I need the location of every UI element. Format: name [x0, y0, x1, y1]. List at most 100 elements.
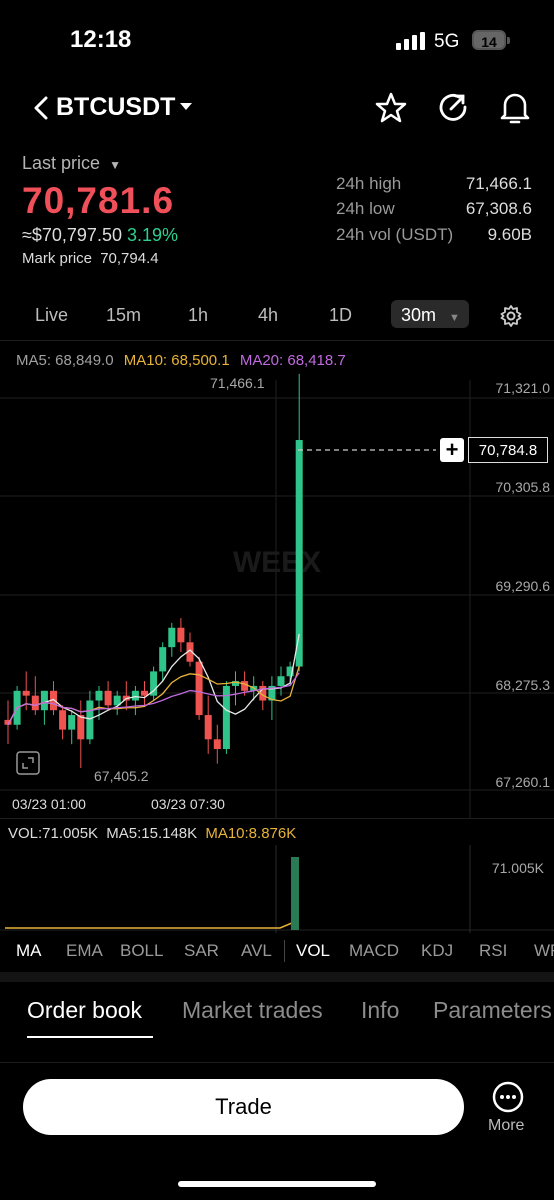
star-icon[interactable] — [374, 91, 408, 125]
candle-body — [77, 715, 85, 740]
battery-icon: 14 — [472, 30, 506, 50]
ma10-value: MA10: 68,500.1 — [123, 352, 230, 369]
gear-icon[interactable] — [499, 304, 523, 328]
vol-ma10: MA10:8.876K — [205, 825, 297, 842]
share-icon[interactable] — [437, 91, 469, 123]
stat-value-low: 67,308.6 — [465, 199, 532, 218]
candle-body — [4, 719, 12, 725]
mark-price: Mark price 70,794.4 — [22, 250, 159, 267]
candlestick-chart[interactable]: WEEX — [0, 340, 554, 820]
timeframe-live[interactable]: Live — [35, 305, 69, 325]
vol-ma5: MA5:15.148K — [106, 825, 198, 842]
ma-legend: MA5: 68,849.0 MA10: 68,500.1 MA20: 68,41… — [16, 352, 346, 369]
candle-body — [168, 627, 176, 648]
volume-axis-max: 71.005K — [491, 860, 544, 876]
candle-body — [286, 666, 294, 677]
indicator-ma[interactable]: MA — [16, 941, 42, 960]
y-tick-5: 67,260.1 — [495, 774, 551, 790]
y-tick-3: 69,290.6 — [495, 578, 551, 594]
mark-price-value: 70,794.4 — [100, 250, 159, 267]
change-percent: 3.19% — [126, 225, 179, 245]
fullscreen-icon[interactable] — [16, 751, 40, 775]
candle-body — [213, 739, 221, 750]
candle-body — [241, 681, 249, 691]
back-chevron-icon[interactable] — [33, 96, 49, 120]
dropdown-icon[interactable] — [180, 101, 192, 111]
candle-body — [113, 695, 121, 706]
battery-tip — [507, 37, 510, 44]
candle-body — [141, 690, 148, 696]
watermark-logo: WEEX — [233, 546, 321, 579]
more-label[interactable]: More — [488, 1117, 525, 1134]
indicator-wr[interactable]: WR — [534, 941, 554, 960]
candle-body — [40, 690, 48, 711]
ma20-line — [7, 672, 300, 726]
bell-icon[interactable] — [499, 90, 531, 124]
indicator-boll[interactable]: BOLL — [120, 941, 164, 960]
last-price-label[interactable]: Last price ▼ — [22, 153, 121, 174]
timeframe-15m[interactable]: 15m — [106, 305, 142, 325]
candle-body — [259, 685, 267, 701]
indicator-kdj[interactable]: KDJ — [421, 941, 454, 960]
indicator-vol[interactable]: VOL — [296, 941, 331, 960]
high-label: 71,466.1 — [210, 375, 265, 391]
more-icon[interactable] — [492, 1081, 524, 1113]
timeframe-4h[interactable]: 4h — [258, 305, 279, 325]
trade-button[interactable]: Trade — [23, 1079, 464, 1135]
section-separator — [0, 972, 554, 982]
ma20-value: MA20: 68,418.7 — [239, 352, 346, 369]
tab-parameters[interactable]: Parameters — [433, 997, 552, 1023]
timeframe-30m-selector[interactable]: 30m ▼ — [391, 300, 469, 328]
ma5-line — [7, 633, 300, 726]
indicator-divider — [284, 940, 285, 962]
candle-body — [222, 685, 230, 750]
candle-body — [150, 671, 158, 696]
mark-price-label: Mark price — [22, 250, 93, 267]
chevron-down-icon: ▼ — [109, 158, 121, 172]
indicator-sar[interactable]: SAR — [184, 941, 219, 960]
last-price-label-text: Last price — [22, 153, 101, 173]
divider — [0, 818, 554, 819]
stat-label-vol: 24h vol (USDT) — [336, 225, 454, 244]
indicator-rsi[interactable]: RSI — [479, 941, 508, 960]
candle-body — [232, 681, 239, 686]
divider — [0, 1062, 554, 1063]
status-time: 12:18 — [70, 26, 132, 53]
candle-body — [177, 627, 185, 643]
y-tick-2: 70,305.8 — [495, 479, 551, 495]
current-price-tag: 70,784.8 — [468, 437, 548, 463]
tab-info[interactable]: Info — [361, 997, 400, 1023]
candle-body — [31, 695, 39, 711]
candle-body — [195, 661, 203, 716]
usd-equivalent: ≈$70,797.50 3.19% — [22, 225, 178, 246]
candle-body — [95, 690, 103, 701]
y-tick-1: 71,321.0 — [495, 380, 551, 396]
candle-body — [104, 690, 112, 706]
network-type: 5G — [434, 31, 460, 52]
last-price-value: 70,781.6 — [22, 180, 175, 221]
timeframe-1d[interactable]: 1D — [329, 305, 353, 325]
tab-order-book[interactable]: Order book — [27, 997, 143, 1023]
candle-body — [22, 690, 30, 696]
divider — [0, 340, 554, 341]
add-order-button[interactable]: + — [440, 438, 464, 462]
tab-market-trades[interactable]: Market trades — [182, 997, 323, 1023]
pair-title[interactable]: BTCUSDT — [56, 93, 176, 121]
ma-lines — [7, 633, 300, 726]
stat-value-vol: 9.60B — [487, 225, 532, 244]
indicator-macd[interactable]: MACD — [349, 941, 400, 960]
candle-body — [159, 647, 167, 672]
candle-body — [204, 715, 212, 740]
timeframe-active-label: 30m — [401, 305, 437, 325]
stat-value-high: 71,466.1 — [465, 174, 532, 193]
timeframe-1h[interactable]: 1h — [188, 305, 209, 325]
usd-approx-value: ≈$70,797.50 — [22, 225, 122, 245]
indicator-avl[interactable]: AVL — [241, 941, 272, 960]
candle-body — [277, 676, 285, 686]
indicator-ema[interactable]: EMA — [66, 941, 103, 960]
candle-body — [86, 700, 94, 740]
volume-bar-last — [291, 857, 299, 930]
stat-label-high: 24h high — [336, 174, 402, 193]
home-indicator — [178, 1181, 376, 1187]
active-tab-indicator — [27, 1036, 153, 1038]
